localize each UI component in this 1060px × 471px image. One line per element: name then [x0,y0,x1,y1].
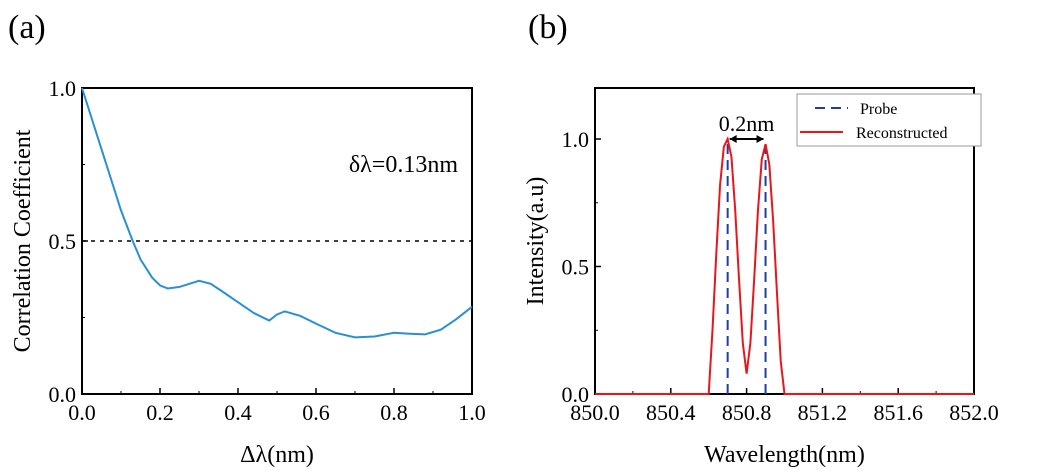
plot-frame [81,87,473,395]
x-tick-label: 851.2 [798,400,848,425]
x-tick-label: 850.4 [646,400,696,425]
x-tick-label: 850.8 [722,400,772,425]
panel-a: (a) 0.0 0.2 0.4 0.6 0.8 1.0 0.0 0.5 1.0 Δλ(nm) Corr… [8,9,486,468]
y-tick-label: 1.0 [562,127,590,152]
legend-probe-label: Probe [860,101,897,118]
y-tick-label: 0.5 [562,255,590,280]
panel-b: (b) 850.0 850.4 850.8 851.2 851.6 852.0 0.0 0.5 1… [523,9,999,468]
y-axis-label: Intensity(a.u) [523,177,549,306]
x-tick-label: 0.0 [68,400,96,425]
x-axis-label: Wavelength(nm) [704,442,865,468]
arrowhead-icon [729,135,764,143]
x-tick-label: 851.6 [873,400,923,425]
y-tick-label: 0.0 [562,382,590,407]
x-tick-label: 1.0 [458,400,486,425]
panel-label: (b) [528,9,568,46]
legend: Probe Reconstructed [796,93,982,147]
x-axis-label: Δλ(nm) [240,442,314,468]
resolution-annotation: δλ=0.13nm [349,152,458,178]
correlation-curve [81,87,473,339]
x-tick-label: 850.0 [570,400,620,425]
x-tick-label: 0.6 [302,400,330,425]
x-tick-label: 0.4 [224,400,252,425]
x-tick-label: 852.0 [949,400,999,425]
x-tick-label: 0.2 [146,400,174,425]
x-tick-label: 0.8 [380,400,408,425]
panel-label: (a) [8,9,46,46]
y-tick-label: 1.0 [49,76,77,101]
y-tick-label: 0.0 [49,382,77,407]
y-axis-label: Correlation Coefficient [10,129,36,352]
legend-box [796,93,982,147]
legend-reconstructed-label: Reconstructed [856,125,948,142]
spacing-annotation: 0.2nm [719,111,775,136]
reconstructed-curve [595,135,974,395]
y-tick-label: 0.5 [49,229,77,254]
